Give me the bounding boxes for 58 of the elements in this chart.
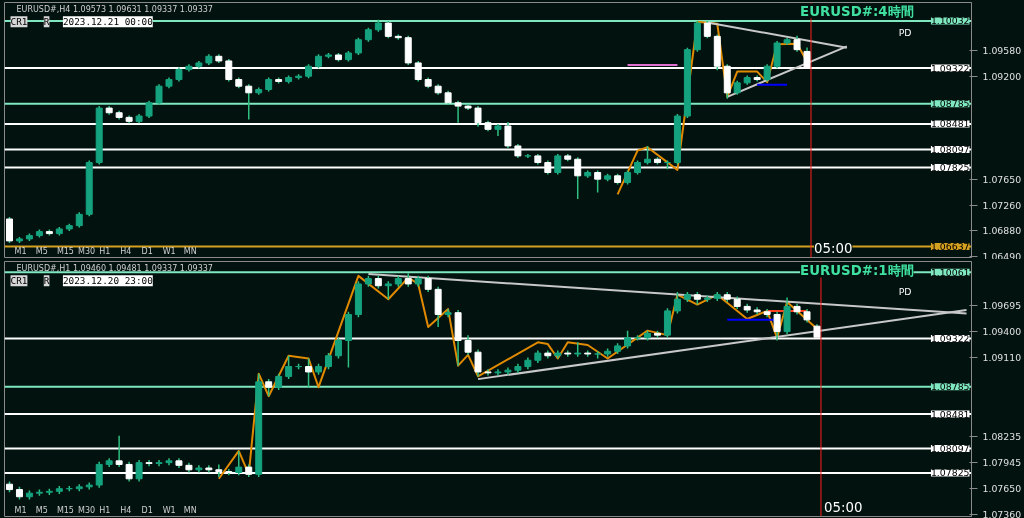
chart-subtitle: EURUSD#,H4 1.09573 1.09631 1.09337 1.09337 <box>16 4 213 14</box>
annotation: M1 <box>14 246 27 256</box>
y-tick-label: 1.07945 <box>982 456 1022 468</box>
annotation: D1 <box>141 505 153 515</box>
y-tick-label: 1.07650 <box>982 483 1022 495</box>
annotation: CR1 <box>10 16 28 28</box>
ref-line-label: 1.10032 <box>930 15 970 27</box>
annotation: H1 <box>99 505 111 515</box>
annotation: M15 <box>56 246 74 256</box>
ref-line-label: 1.10061 <box>930 266 970 278</box>
y-tick-label: 1.09110 <box>982 352 1022 364</box>
annotation: M1 <box>14 505 27 515</box>
ref-line-label: 1.07825 <box>930 162 970 174</box>
annotation: 05:00 <box>814 240 853 256</box>
annotation: 2023.12.21 00:00 <box>62 16 154 28</box>
ref-line-label: 1.08097 <box>930 443 970 455</box>
annotation: W1 <box>162 505 176 515</box>
chart-subtitle: EURUSD#,H1 1.09460 1.09481 1.09337 1.09337 <box>16 263 213 273</box>
y-tick-label: 1.08235 <box>982 430 1022 442</box>
chart-title: EURUSD#:1時間 <box>800 262 914 278</box>
ref-line-label: 1.08785 <box>930 98 970 110</box>
y-tick-label: 1.07360 <box>982 509 1022 518</box>
annotation: MN <box>183 246 197 256</box>
y-tick-label: 1.06490 <box>982 250 1022 262</box>
annotation: M30 <box>78 505 96 515</box>
annotation: M5 <box>35 246 48 256</box>
annotation: H1 <box>99 246 111 256</box>
ref-line-label: 1.09322 <box>930 333 970 345</box>
ref-line-label: 1.08785 <box>930 381 970 393</box>
y-tick-label: 1.09695 <box>982 299 1022 311</box>
annotation: R <box>43 16 50 28</box>
annotation: D1 <box>141 246 153 256</box>
annotation: 05:00 <box>823 499 863 515</box>
ref-line-label: 1.08481 <box>930 118 970 130</box>
annotation: PD <box>898 26 912 38</box>
annotation: MN <box>183 505 197 515</box>
y-tick-label: 1.09580 <box>982 45 1022 57</box>
ref-line-label: 1.09322 <box>930 62 970 74</box>
annotation: R <box>43 275 50 287</box>
y-tick-label: 1.07650 <box>982 173 1022 185</box>
y-tick-label: 1.09200 <box>982 70 1022 82</box>
y-tick-label: 1.06880 <box>982 224 1022 236</box>
annotation: CR1 <box>10 275 28 287</box>
ref-line-label: 1.07825 <box>930 467 970 479</box>
ref-line-label: 1.08097 <box>930 143 970 155</box>
annotation: M15 <box>56 505 74 515</box>
annotation: PD <box>898 285 912 297</box>
y-tick-label: 1.09400 <box>982 326 1022 338</box>
y-tick-label: 1.07260 <box>982 199 1022 211</box>
annotation: 2023.12.20 23:00 <box>62 275 154 287</box>
annotation: M30 <box>78 246 96 256</box>
ref-line-label: 1.06637 <box>930 240 970 252</box>
ref-line-label: 1.08481 <box>930 408 970 420</box>
annotation: W1 <box>162 246 176 256</box>
annotation: M5 <box>35 505 48 515</box>
annotation: H4 <box>120 246 132 256</box>
annotation: H4 <box>120 505 132 515</box>
chart-title: EURUSD#:4時間 <box>800 3 914 19</box>
